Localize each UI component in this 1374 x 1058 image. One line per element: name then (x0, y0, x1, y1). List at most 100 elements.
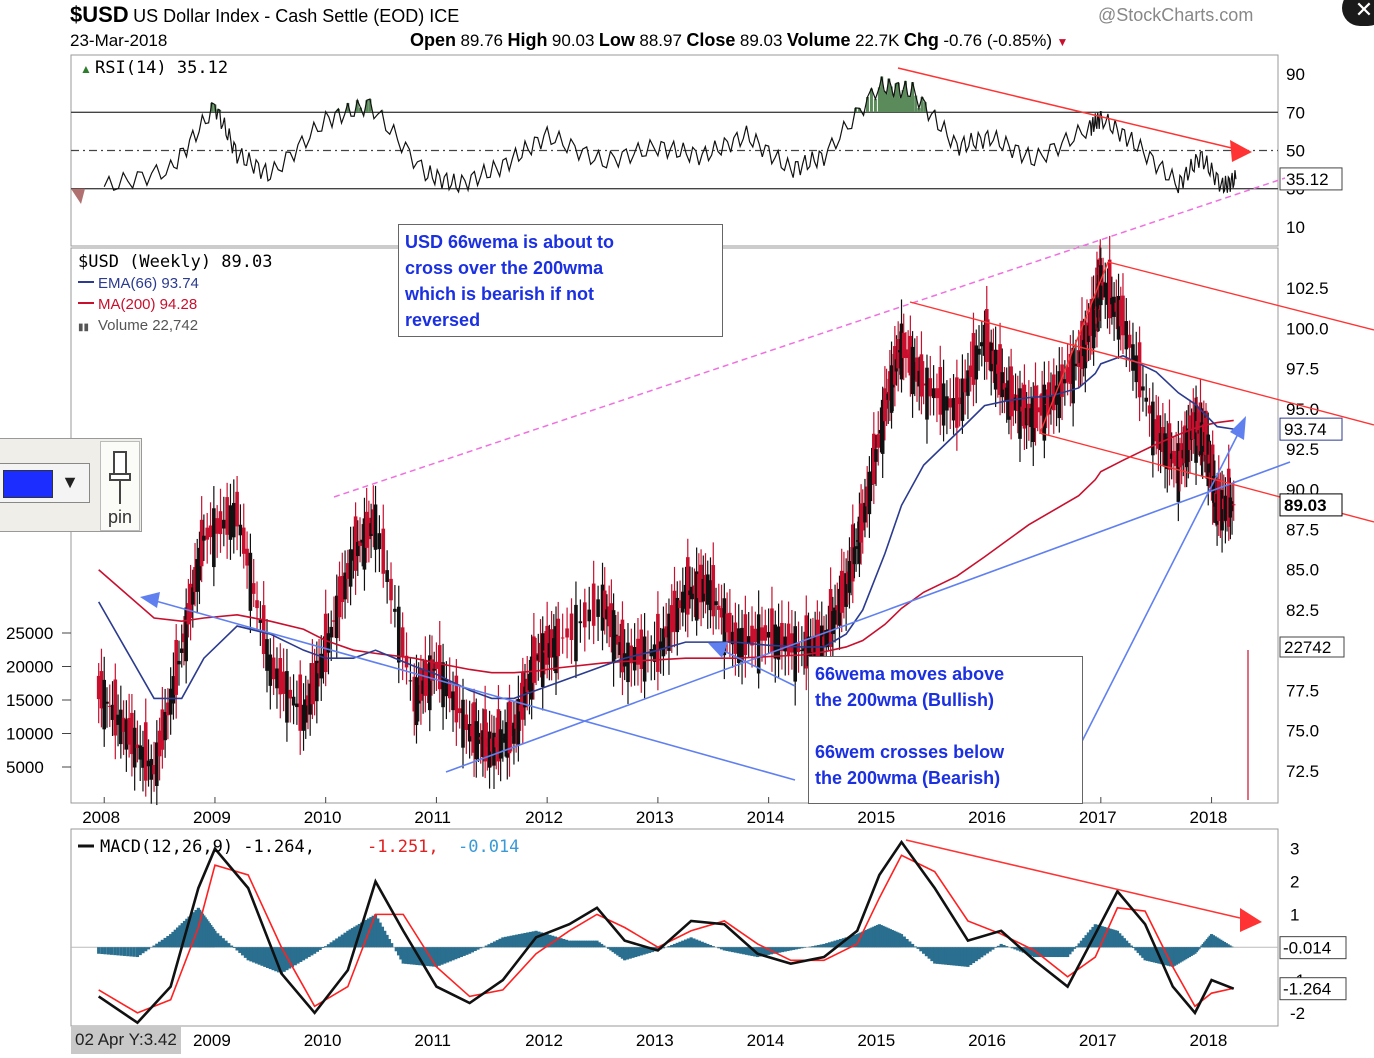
price-candle-body (1131, 344, 1135, 371)
price-candle-body (235, 491, 239, 527)
macd-hist-bar (1209, 934, 1214, 948)
price-candle-body (179, 648, 184, 653)
macd-hist-bar (528, 931, 533, 948)
macd-hist-bar (385, 934, 389, 948)
price-candle-body (1027, 403, 1031, 425)
price-candle-body (833, 607, 837, 625)
price-candle-body (556, 618, 561, 657)
price-candle-body (574, 604, 578, 662)
macd-hist-bar (1049, 947, 1053, 958)
macd-tick-label: -2 (1290, 1004, 1305, 1023)
macd-hist-bar (924, 947, 929, 957)
macd-hist-bar (639, 947, 643, 956)
price-candle-body (977, 348, 981, 355)
price-candle-body (258, 618, 263, 623)
macd-hist-bar (971, 947, 976, 964)
macd-tick-label: 2 (1290, 873, 1299, 892)
price-candle-body (303, 699, 308, 723)
macd-hist-bar (213, 930, 217, 948)
price-candle-body (334, 595, 339, 639)
macd-hist-bar (847, 936, 851, 948)
price-candle-body (1110, 297, 1114, 305)
macd-hist-bar (271, 947, 275, 971)
price-candle-body (525, 678, 530, 693)
price-candle-body (184, 607, 188, 662)
price-candle-body (281, 671, 286, 694)
pin-button[interactable]: pin (100, 441, 140, 531)
macd-legend: MACD(12,26,9) -1.264, (100, 837, 315, 857)
price-candle-body (1230, 501, 1234, 512)
price-candle-body (1174, 455, 1178, 467)
macd-hist-bar (1115, 930, 1120, 948)
ema-value-tag (1279, 417, 1343, 441)
price-candle-body (941, 383, 946, 426)
price-candle-body (675, 597, 680, 633)
macd-hist-bar (764, 947, 768, 956)
price-candle-body (265, 639, 269, 671)
macd-hist-bar (958, 947, 962, 967)
price-candle-body (835, 605, 840, 611)
macd-hist-bar (898, 933, 902, 948)
price-candle-body (102, 679, 107, 730)
macd-hist-bar (243, 947, 248, 958)
macd-hist-bar (606, 947, 611, 949)
price-candle-body (683, 584, 688, 609)
macd-hist-bar (301, 947, 306, 961)
macd-hist-bar (268, 947, 272, 970)
macd-hist-value: -0.014 (1283, 939, 1331, 958)
price-candle-body (487, 731, 492, 768)
color-picker-dropdown[interactable]: ▼ (0, 463, 90, 503)
macd-hist-bar (583, 940, 588, 948)
macd-hist-bar (780, 947, 785, 953)
macd-hist-bar (872, 926, 876, 948)
rsi-tick-label: 50 (1286, 142, 1305, 161)
macd-hist-bar (874, 925, 878, 948)
price-candle-body (385, 570, 389, 582)
rsi-tick-label: 70 (1286, 103, 1305, 122)
macd-hist-bar (744, 947, 749, 955)
rsi-legend-icon: ▲ (80, 62, 92, 76)
macd-hist-bar (692, 938, 696, 948)
macd-hist-bar (717, 947, 721, 949)
macd-hist-bar (515, 934, 519, 948)
price-candle-body (815, 619, 820, 660)
macd-hist-bar (420, 947, 425, 966)
price-candle-body (901, 332, 906, 358)
price-candle-body (461, 699, 465, 748)
macd-hist-bar (371, 915, 375, 948)
macd-hist-bar (310, 947, 314, 956)
price-candle-body (1172, 450, 1176, 464)
macd-hist-bar (313, 947, 317, 954)
macd-hist-bar (570, 940, 574, 948)
macd-x-tick-label: 2012 (525, 1031, 563, 1050)
blue-arrow-line-3 (1069, 429, 1241, 766)
price-candle-body (1068, 353, 1073, 384)
macd-hist-bar (451, 947, 455, 961)
ohlc-stats: Open 89.76 High 90.03 Low 88.97 Close 89… (410, 30, 1068, 51)
price-candle-body (786, 623, 791, 656)
macd-hist-bar (526, 932, 530, 948)
price-candle-body (146, 760, 151, 767)
price-candle-body (884, 391, 889, 409)
price-candle-body (935, 388, 939, 399)
macd-hist-bar (383, 930, 387, 948)
macd-hist-bar (394, 947, 398, 952)
macd-hist-bar (864, 929, 869, 948)
macd-hist-bar (850, 935, 854, 948)
macd-hist-bar (360, 922, 364, 948)
macd-hist-bar (613, 947, 618, 954)
macd-hist-bar (173, 929, 177, 948)
price-candle-body (808, 636, 813, 665)
price-candle-body (96, 675, 101, 700)
macd-hist-bar (537, 931, 541, 948)
annotation-line: 66wem crosses below (815, 742, 1005, 762)
macd-hist-bar (977, 947, 981, 960)
close-icon[interactable]: ✕ (1342, 0, 1374, 26)
macd-hist-bar (501, 937, 505, 948)
price-candle-body (308, 683, 312, 715)
price-candle-body (554, 626, 558, 674)
price-tick-label: 72.5 (1286, 762, 1319, 781)
price-candle-body (1020, 406, 1025, 412)
macd-tick-label: 3 (1290, 840, 1299, 859)
